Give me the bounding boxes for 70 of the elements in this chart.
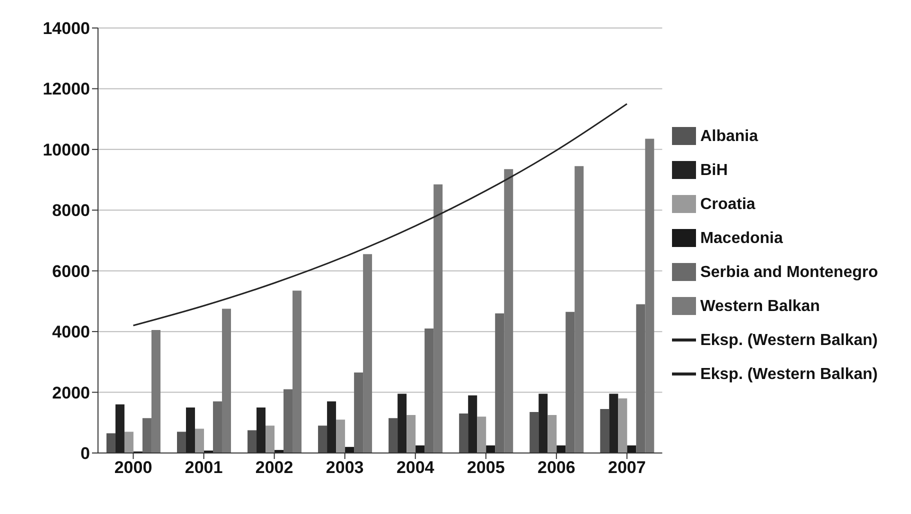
bar (609, 394, 618, 453)
bar (212, 401, 222, 453)
legend-label: BiH (700, 162, 728, 178)
legend-label: Serbia and Montenegro (700, 264, 878, 280)
bar (566, 312, 575, 453)
legend-label: Eksp. (Western Balkan) (700, 366, 878, 382)
bar (477, 416, 486, 453)
bar (142, 418, 152, 453)
bar (388, 418, 398, 453)
bar (618, 398, 628, 453)
bar (318, 426, 328, 453)
bar (495, 313, 504, 453)
bar (292, 290, 302, 453)
bar (354, 372, 364, 453)
bar (600, 408, 610, 453)
y-tick-label: 4000 (52, 322, 90, 342)
bar (530, 412, 539, 453)
bar (124, 432, 134, 453)
bar (266, 426, 275, 453)
bar (468, 395, 478, 453)
legend-label: Croatia (700, 196, 756, 212)
bar (416, 445, 425, 453)
legend-label: Macedonia (700, 230, 783, 246)
bar (556, 445, 566, 453)
x-tick-label: 2005 (466, 458, 505, 478)
bar (406, 415, 416, 453)
bar (538, 394, 548, 453)
bar (284, 389, 293, 453)
bar (434, 184, 443, 453)
bar (327, 401, 336, 453)
bar (176, 432, 186, 453)
bar (424, 328, 434, 453)
line-series (132, 103, 628, 326)
bar (398, 394, 407, 453)
bar (151, 330, 160, 453)
bar (345, 446, 354, 453)
bar (504, 169, 514, 453)
bar (336, 420, 346, 453)
x-tick-label: 2002 (255, 458, 294, 478)
bar (115, 404, 124, 453)
bar (548, 415, 557, 453)
x-tick-label: 2001 (184, 458, 223, 478)
bar (186, 407, 195, 453)
bar (645, 138, 654, 453)
y-tick-label: 2000 (52, 383, 90, 402)
x-tick-label: 2003 (326, 458, 364, 478)
bar (636, 304, 646, 453)
y-tick-label: 0 (80, 444, 90, 464)
bar (256, 407, 266, 453)
bar (222, 308, 231, 453)
y-tick-label: 14000 (42, 19, 90, 38)
legend-label: Eksp. (Western Balkan) (700, 332, 878, 348)
bar (574, 166, 584, 453)
y-tick-label: 8000 (52, 201, 90, 220)
y-tick-label: 12000 (42, 80, 90, 99)
y-tick-label: 10000 (42, 140, 90, 160)
x-tick-label: 2000 (114, 458, 152, 478)
x-tick-label: 2006 (538, 458, 576, 478)
bar (106, 433, 116, 453)
bar (627, 445, 636, 453)
x-tick-label: 2004 (396, 458, 435, 478)
bar (486, 445, 496, 453)
y-tick-label: 6000 (52, 262, 90, 281)
bar (248, 430, 257, 453)
legend-label: Albania (700, 128, 758, 144)
bar (363, 254, 372, 453)
bar (459, 414, 468, 453)
bar (194, 428, 204, 453)
x-tick-label: 2007 (608, 458, 646, 478)
legend-label: Western Balkan (700, 298, 820, 314)
